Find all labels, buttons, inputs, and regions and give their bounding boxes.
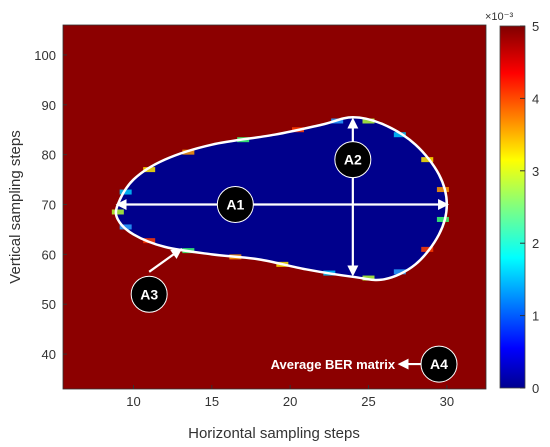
badge-a3 bbox=[130, 275, 168, 313]
boundary-cell bbox=[393, 269, 406, 275]
colorbar-tick-label: 4 bbox=[532, 91, 539, 106]
plot-area bbox=[62, 24, 487, 390]
x-axis-label: Horizontal sampling steps bbox=[188, 425, 360, 442]
boundary-cell bbox=[421, 246, 434, 252]
annotation-badges: A1 A2 A3 A4 Average BER matrix bbox=[130, 141, 458, 383]
y-tick-label: 70 bbox=[42, 198, 56, 213]
boundary-cell bbox=[362, 118, 375, 124]
badge-a2 bbox=[334, 141, 372, 179]
x-tick-label: 30 bbox=[440, 394, 454, 409]
badge-label-a4: A4 bbox=[430, 356, 448, 372]
boundary-cell bbox=[143, 167, 156, 173]
contour-pointer-arrow bbox=[148, 248, 183, 273]
y-tick-label: 40 bbox=[42, 347, 56, 362]
eye-contour bbox=[114, 115, 449, 282]
boundary-cell bbox=[119, 224, 132, 230]
x-axis-ticks: 10 15 20 25 30 bbox=[126, 385, 454, 409]
x-tick-label: 20 bbox=[283, 394, 297, 409]
y-tick-label: 90 bbox=[42, 98, 56, 113]
y-axis-label: Vertical sampling steps bbox=[7, 130, 24, 283]
x-tick-label: 15 bbox=[205, 394, 219, 409]
annotation-text: Average BER matrix bbox=[271, 357, 396, 372]
boundary-cell bbox=[421, 157, 434, 163]
boundary-cell bbox=[436, 187, 449, 193]
y-axis-ticks: 40 50 60 70 80 90 100 bbox=[34, 48, 67, 362]
colorbar-tick-label: 0 bbox=[532, 381, 539, 396]
y-tick-label: 50 bbox=[42, 297, 56, 312]
colorbar-tick-label: 2 bbox=[532, 236, 539, 251]
colorbar-ticks: 0 1 2 3 4 5 bbox=[520, 19, 539, 396]
badge-label-a2: A2 bbox=[344, 152, 362, 168]
badge-label-a3: A3 bbox=[140, 286, 158, 302]
colorbar: 0 1 2 3 4 5 ×10⁻³ bbox=[485, 11, 539, 396]
y-tick-label: 80 bbox=[42, 148, 56, 163]
badge-a1 bbox=[216, 186, 254, 224]
boundary-cell bbox=[436, 216, 449, 222]
colorbar-exponent: ×10⁻³ bbox=[485, 11, 513, 23]
boundary-cell bbox=[393, 132, 406, 138]
plot-frame bbox=[62, 24, 487, 390]
x-tick-label: 10 bbox=[126, 394, 140, 409]
y-tick-label: 100 bbox=[34, 48, 56, 63]
colorbar-tick-label: 3 bbox=[532, 164, 539, 179]
y-tick-label: 60 bbox=[42, 247, 56, 262]
colorbar-tick-label: 5 bbox=[532, 19, 539, 34]
colorbar-gradient bbox=[499, 25, 526, 389]
badge-label-a1: A1 bbox=[226, 197, 244, 213]
x-tick-label: 25 bbox=[361, 394, 375, 409]
boundary-cell bbox=[119, 189, 132, 195]
boundary-cell bbox=[111, 209, 124, 215]
badge-a4 bbox=[420, 345, 458, 383]
colorbar-tick-label: 1 bbox=[532, 309, 539, 324]
